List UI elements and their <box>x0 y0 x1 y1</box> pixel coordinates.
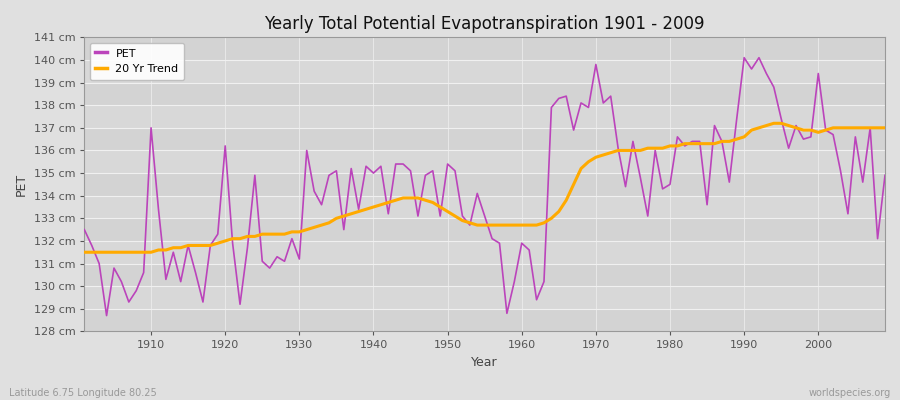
20 Yr Trend <box>769 121 779 126</box>
Text: worldspecies.org: worldspecies.org <box>809 388 891 398</box>
Bar <box>85 150 885 173</box>
Bar <box>85 196 885 218</box>
PET <box>517 241 527 246</box>
Bar <box>85 264 885 286</box>
Bar <box>85 286 885 309</box>
PET <box>146 126 157 130</box>
Bar <box>85 218 885 241</box>
Bar <box>85 309 885 332</box>
X-axis label: Year: Year <box>472 356 498 369</box>
Line: PET: PET <box>85 58 885 316</box>
Y-axis label: PET: PET <box>15 173 28 196</box>
Bar <box>85 37 885 60</box>
Bar <box>85 82 885 105</box>
20 Yr Trend <box>517 223 527 228</box>
Bar <box>85 128 885 150</box>
Legend: PET, 20 Yr Trend: PET, 20 Yr Trend <box>90 43 184 80</box>
Title: Yearly Total Potential Evapotranspiration 1901 - 2009: Yearly Total Potential Evapotranspiratio… <box>265 15 705 33</box>
PET <box>739 55 750 60</box>
Bar <box>85 105 885 128</box>
PET <box>353 207 364 212</box>
20 Yr Trend <box>139 250 149 255</box>
PET <box>309 189 320 194</box>
PET <box>879 173 890 178</box>
20 Yr Trend <box>508 223 519 228</box>
Bar <box>85 241 885 264</box>
20 Yr Trend <box>879 126 890 130</box>
Text: Latitude 6.75 Longitude 80.25: Latitude 6.75 Longitude 80.25 <box>9 388 157 398</box>
20 Yr Trend <box>606 150 616 155</box>
20 Yr Trend <box>79 250 90 255</box>
20 Yr Trend <box>302 227 312 232</box>
PET <box>613 146 624 150</box>
20 Yr Trend <box>346 211 356 216</box>
Bar <box>85 60 885 82</box>
Line: 20 Yr Trend: 20 Yr Trend <box>85 123 885 252</box>
Bar <box>85 173 885 196</box>
PET <box>524 248 535 252</box>
PET <box>101 313 112 318</box>
PET <box>79 227 90 232</box>
